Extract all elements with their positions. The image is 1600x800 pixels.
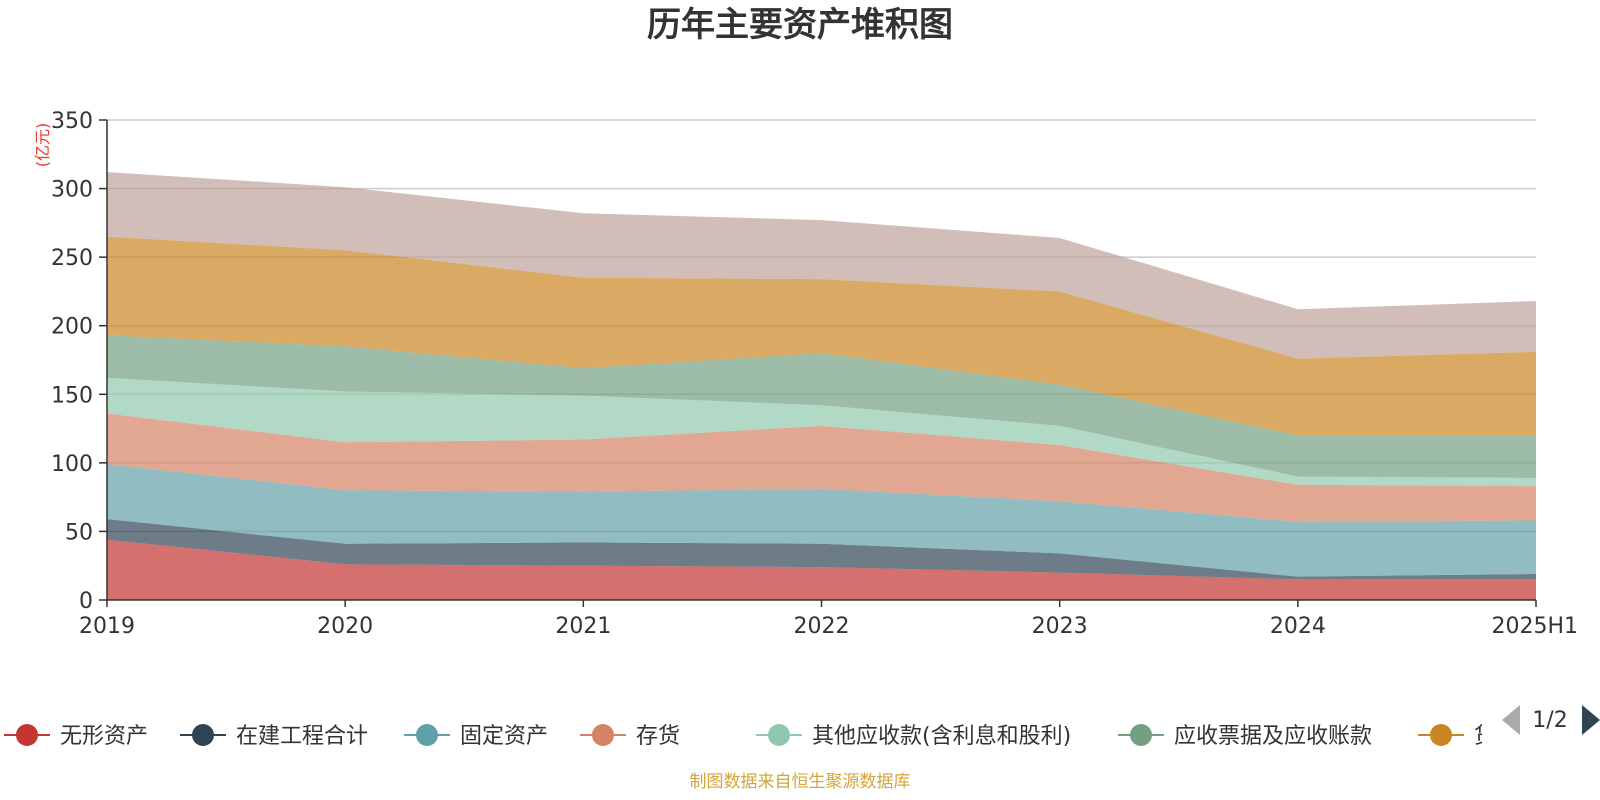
area-series-4 (107, 377, 1536, 487)
legend-marker-icon (1430, 724, 1452, 746)
area-series-7 (107, 172, 1536, 359)
legend-label: 应收票据及应收账款 (1174, 724, 1372, 749)
y-tick-label: 250 (51, 246, 93, 271)
x-tick-label: 2020 (317, 614, 373, 639)
legend-marker-icon (768, 724, 790, 746)
area-series-2 (107, 464, 1536, 577)
area-series-3 (107, 413, 1536, 522)
x-tick-label: 2019 (79, 614, 135, 639)
legend-item[interactable]: 货币资金 (1418, 724, 1562, 749)
legend-item[interactable]: 其他应收款(含利息和股利) (756, 724, 1071, 749)
legend-item[interactable]: 存货 (580, 724, 680, 749)
legend-label: 其他应收款(含利息和股利) (812, 724, 1071, 749)
legend-marker-icon (592, 724, 614, 746)
area-series-0 (107, 539, 1536, 600)
x-tick-label: 2021 (555, 614, 611, 639)
x-tick-label: 2022 (794, 614, 850, 639)
y-tick-label: 200 (51, 315, 93, 340)
y-tick-label: 350 (51, 109, 93, 134)
area-series (107, 172, 1536, 600)
legend-marker-icon (416, 724, 438, 746)
legend-item[interactable]: 在建工程合计 (180, 724, 368, 749)
y-tick-labels: 0 50 100 150 200 250 300 350 (51, 109, 93, 614)
legend-label: 货币资金 (1474, 724, 1562, 749)
x-tick-label: 2024 (1270, 614, 1326, 639)
legend-label: 无形资产 (60, 724, 148, 749)
y-tick-label: 300 (51, 178, 93, 203)
x-tick-labels: 2019 2020 2021 2022 2023 2024 2025H1 (79, 614, 1578, 639)
legend-marker-icon (16, 724, 38, 746)
area-series-6 (107, 236, 1536, 436)
legend: 无形资产 在建工程合计 固定资产 存货 其他应收款(含利息和股利) 应收票据及应收账款 货币… (4, 724, 1562, 749)
legend-item[interactable]: 固定资产 (404, 724, 548, 749)
y-tick-label: 150 (51, 383, 93, 408)
area-series-1 (107, 519, 1536, 580)
x-tick-label: 2023 (1032, 614, 1088, 639)
y-tick-label: 0 (79, 589, 93, 614)
axes (99, 119, 1537, 607)
legend-pager: 1/2 (1502, 705, 1600, 735)
legend-prev-page-icon[interactable] (1502, 705, 1520, 735)
legend-label: 存货 (636, 724, 680, 749)
area-series-5 (107, 335, 1536, 478)
legend-item[interactable]: 应收票据及应收账款 (1118, 724, 1372, 749)
legend-item[interactable]: 无形资产 (4, 724, 148, 749)
legend-marker-icon (192, 724, 214, 746)
chart-title: 历年主要资产堆积图 (647, 5, 953, 45)
y-tick-label: 50 (65, 520, 93, 545)
legend-items: 无形资产 在建工程合计 固定资产 存货 其他应收款(含利息和股利) 应收票据及应收账款 货币… (4, 724, 1562, 749)
y-tick-label: 100 (51, 452, 93, 477)
legend-label: 固定资产 (460, 724, 548, 749)
x-tick-label: 2025H1 (1491, 614, 1578, 639)
legend-next-page-icon[interactable] (1582, 705, 1600, 735)
data-source-footer: 制图数据来自恒生聚源数据库 (690, 772, 911, 792)
legend-label: 在建工程合计 (236, 724, 368, 749)
legend-page-indicator: 1/2 (1532, 708, 1567, 733)
y-axis-unit: (亿元) (33, 123, 52, 168)
legend-marker-icon (1130, 724, 1152, 746)
